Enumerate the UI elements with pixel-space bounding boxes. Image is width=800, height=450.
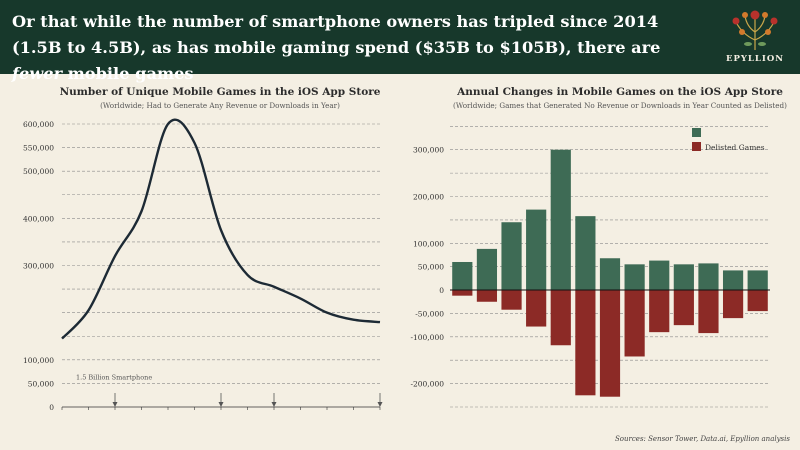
y-tick-label: 550,000 xyxy=(23,144,54,153)
source-note: Sources: Sensor Tower, Data.ai, Epyllion… xyxy=(615,435,790,443)
y-tick-label: -200,000 xyxy=(410,380,444,389)
y-tick-label: 100,000 xyxy=(23,356,54,365)
headline-part2: mobile games xyxy=(62,64,194,83)
left-chart-title: Number of Unique Mobile Games in the iOS… xyxy=(59,86,381,98)
y-tick-label: -50,000 xyxy=(415,309,444,318)
y-tick-label: 0 xyxy=(439,286,444,295)
positive-bar xyxy=(698,263,719,291)
delisted-bar xyxy=(501,290,522,310)
arrow-head xyxy=(112,402,118,407)
y-tick-label: -100,000 xyxy=(410,333,444,342)
positive-bar xyxy=(599,258,621,291)
headline-emphasis: fewer xyxy=(12,64,63,83)
y-tick-label: 50,000 xyxy=(418,263,444,272)
delisted-bar xyxy=(526,290,547,327)
logo-text: EPYLLION xyxy=(725,54,785,64)
delisted-bar xyxy=(624,290,645,357)
legend-swatch-delisted xyxy=(692,142,701,151)
headline: Or that while the number of smartphone o… xyxy=(12,9,712,87)
positive-bar xyxy=(624,264,645,291)
positive-bar xyxy=(550,149,571,291)
arrow-head xyxy=(218,402,224,407)
positive-bar xyxy=(747,270,768,291)
y-tick-label: 200,000 xyxy=(413,193,444,202)
positive-bar xyxy=(649,260,670,291)
right-chart-title: Annual Changes in Mobile Games on the iO… xyxy=(457,86,783,98)
epyllion-logo: EPYLLION xyxy=(722,6,788,70)
positive-bar xyxy=(476,248,498,291)
arrow-head xyxy=(377,402,383,407)
y-tick-label: 600,000 xyxy=(23,120,54,129)
legend-label-delisted: Delisted Games xyxy=(705,143,765,152)
y-tick-label: 400,000 xyxy=(23,214,54,223)
positive-bar xyxy=(501,222,522,291)
delisted-bar xyxy=(452,290,473,296)
delisted-bar xyxy=(673,290,694,326)
annotation-label: 1.5 Billion Smartphone xyxy=(76,373,152,381)
y-tick-label: 100,000 xyxy=(413,239,444,248)
delisted-bar xyxy=(575,290,596,396)
y-tick-label: 0 xyxy=(49,403,54,412)
delisted-bar xyxy=(550,290,571,346)
delisted-bar xyxy=(649,290,670,333)
legend-swatch-positive xyxy=(692,128,701,137)
positive-bar xyxy=(673,264,694,291)
arrow-head xyxy=(271,402,277,407)
floral-emblem-icon xyxy=(732,10,778,50)
delisted-bar xyxy=(599,290,621,397)
y-tick-label: 500,000 xyxy=(23,167,54,176)
y-tick-label: 300,000 xyxy=(413,146,444,155)
right-chart-subtitle: (Worldwide; Games that Generated No Reve… xyxy=(453,101,787,110)
unique-games-line xyxy=(61,118,381,340)
positive-bar xyxy=(452,261,473,291)
positive-bar xyxy=(526,209,547,291)
delisted-bar xyxy=(722,290,744,319)
y-tick-label: 50,000 xyxy=(28,379,54,388)
delisted-bar xyxy=(698,290,719,334)
header-bar: Or that while the number of smartphone o… xyxy=(0,0,800,83)
left-chart-subtitle: (Worldwide; Had to Generate Any Revenue … xyxy=(100,101,340,110)
headline-part1: Or that while the number of smartphone o… xyxy=(12,12,661,57)
delisted-bar xyxy=(476,290,498,302)
delisted-bar xyxy=(747,290,768,312)
positive-bar xyxy=(722,270,744,291)
positive-bar xyxy=(575,216,596,291)
y-tick-label: 300,000 xyxy=(23,262,54,271)
